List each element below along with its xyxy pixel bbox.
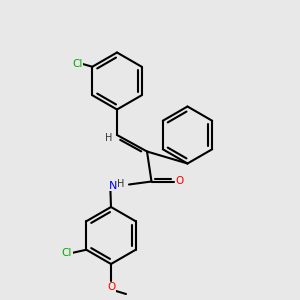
Text: H: H [117, 179, 124, 189]
Text: Cl: Cl [61, 248, 72, 258]
Text: O: O [107, 282, 115, 292]
Text: O: O [175, 176, 184, 187]
Text: Cl: Cl [72, 59, 83, 69]
Text: H: H [105, 133, 112, 143]
Text: N: N [109, 181, 118, 191]
